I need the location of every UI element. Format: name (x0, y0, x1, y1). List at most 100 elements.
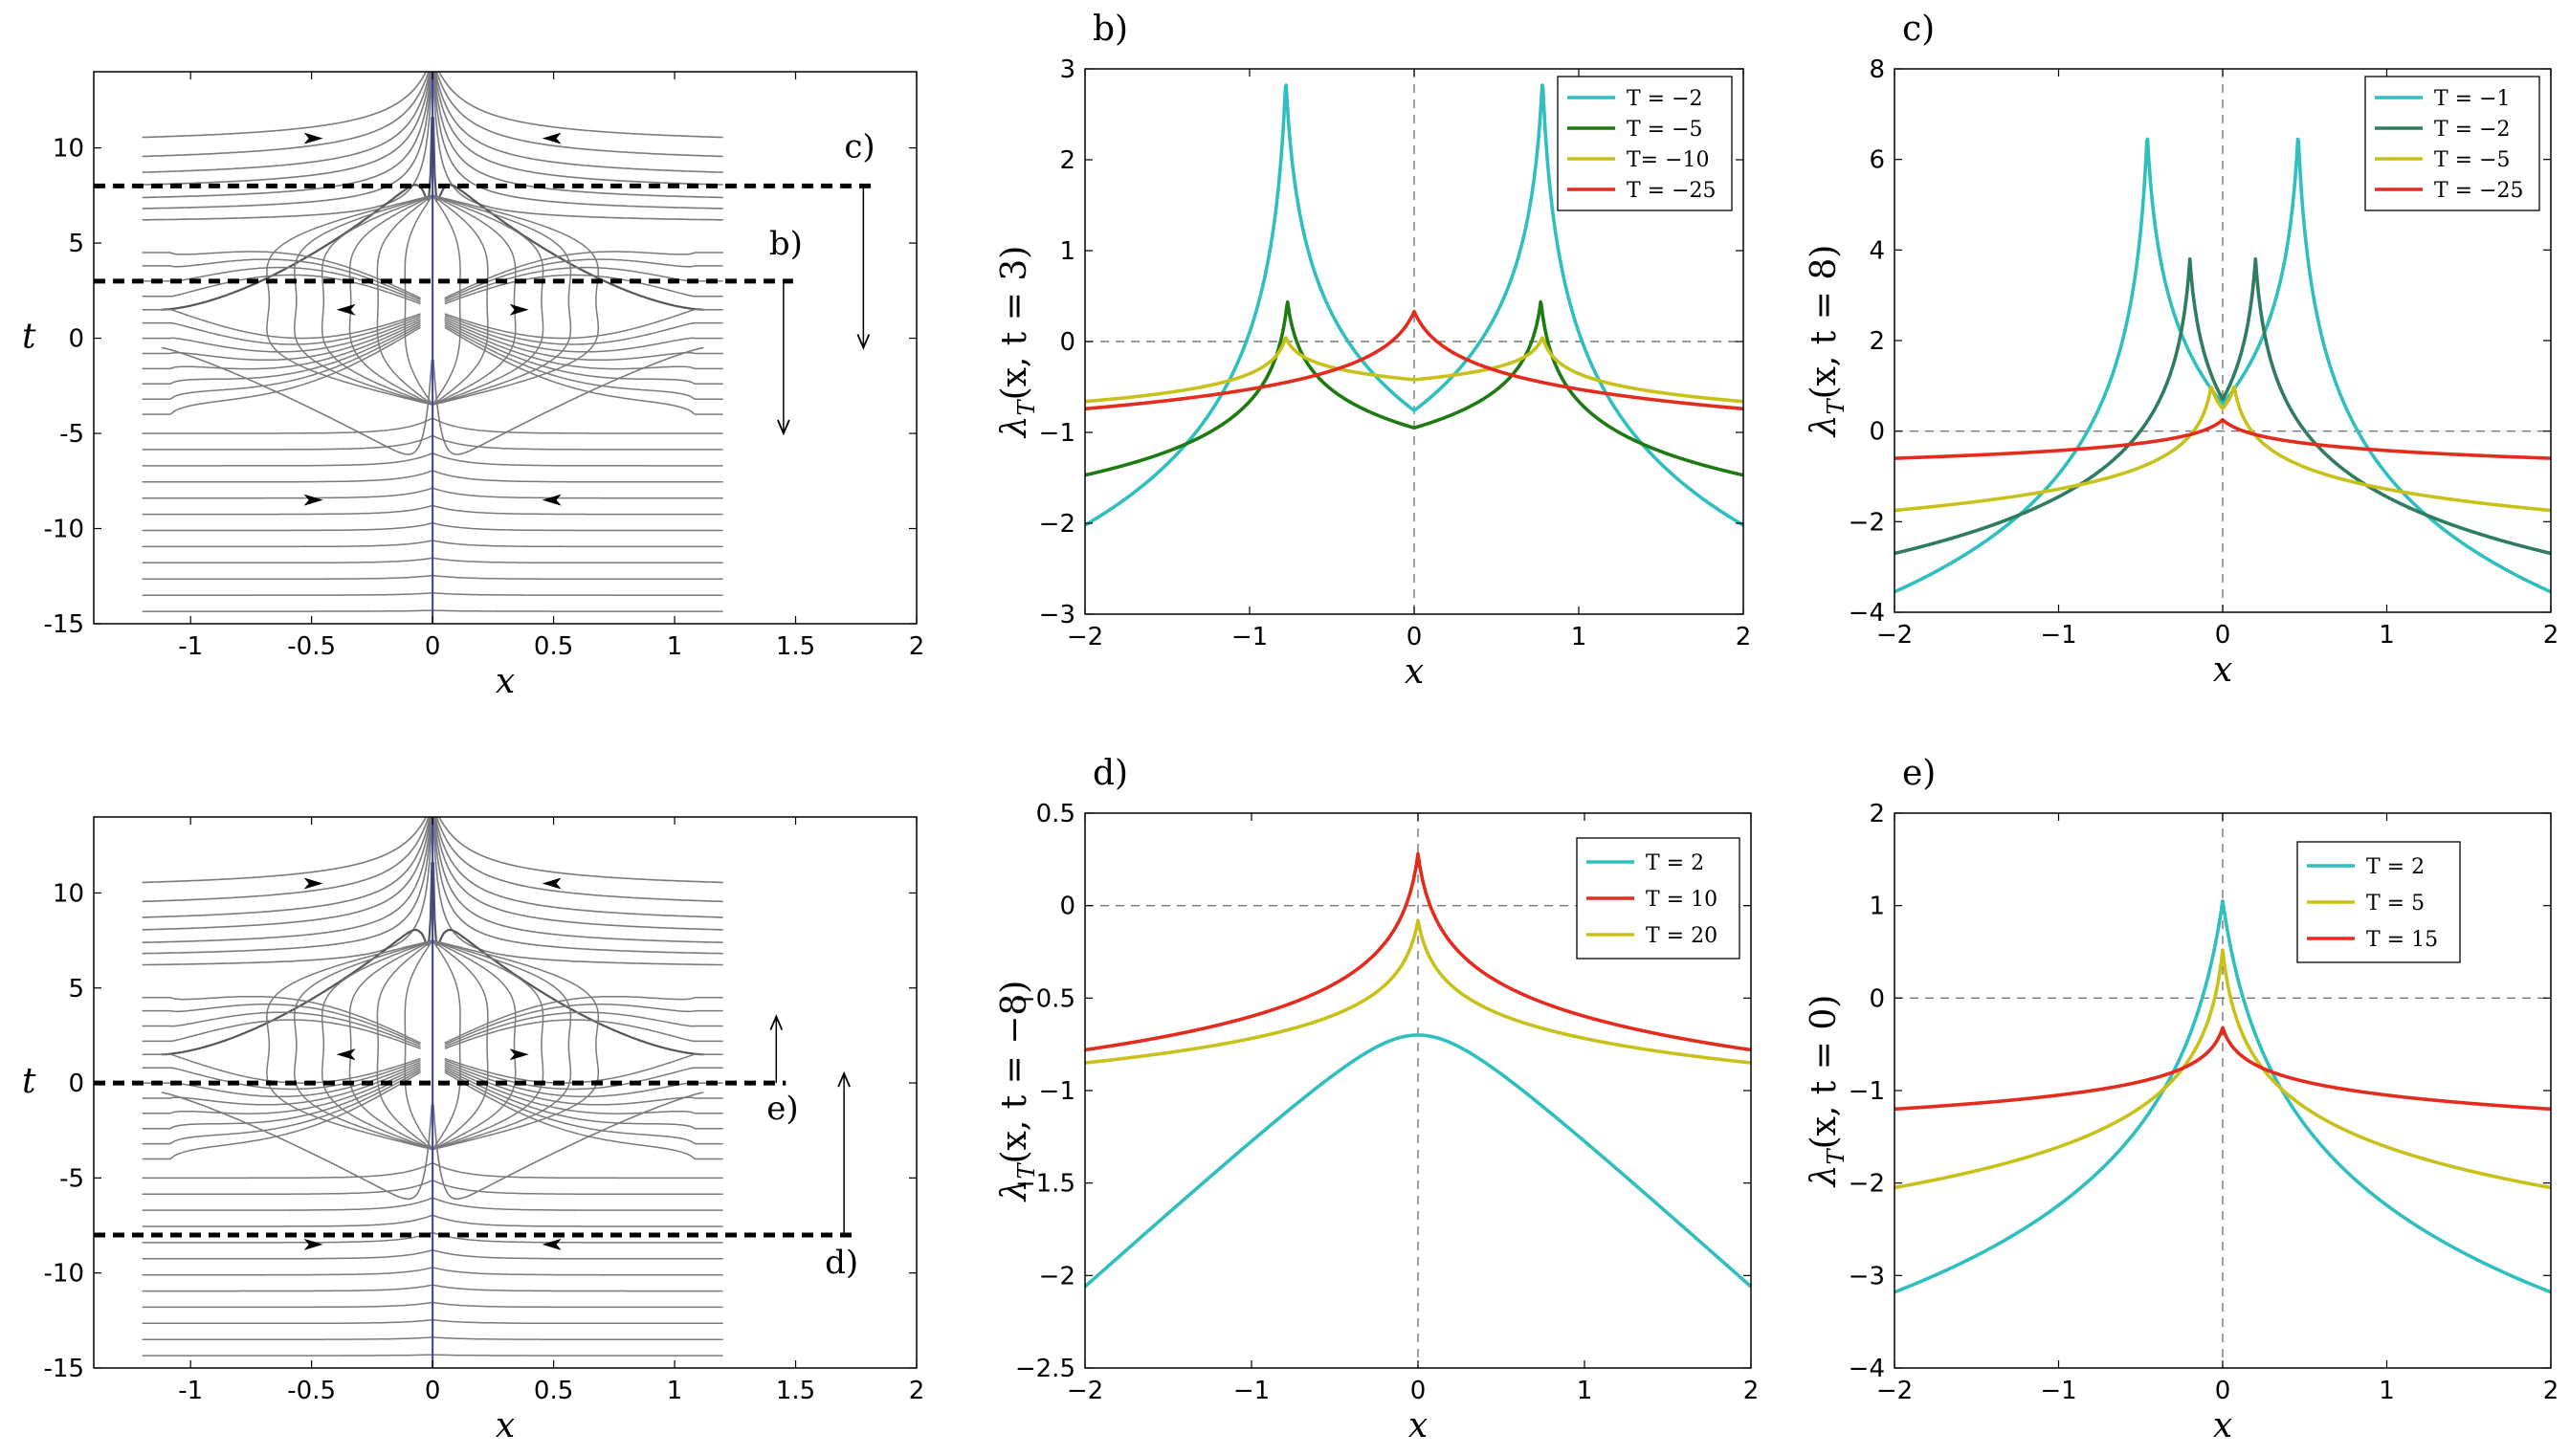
flow-line (142, 72, 432, 173)
flow-top-x-axis-label: x (496, 662, 515, 701)
flow-line (438, 72, 723, 139)
flow-line (142, 72, 432, 186)
flow-line (432, 939, 572, 1151)
x-tick-label: 0 (425, 1377, 441, 1405)
panel-c: c) λT(x, t = 8) T = −1 T = −2 T = −5 T = −25 (1805, 10, 2551, 612)
flow-line (432, 939, 461, 1151)
annotation-label: d) (825, 1244, 858, 1282)
panel-b-y-axis-label: λT(x, t = 3) (995, 246, 1040, 440)
x-tick-label: −1 (2040, 1377, 2076, 1405)
flow-line (432, 1180, 723, 1196)
series-line-1 (1894, 137, 2551, 594)
flow-line (142, 1336, 432, 1340)
x-tick-label: 2 (1743, 1377, 1760, 1405)
flow-line (142, 995, 421, 1044)
flow-line (142, 574, 432, 580)
y-tick-label: −3 (1849, 1262, 1885, 1291)
flow-line (142, 308, 421, 340)
y-tick-label: 2 (1059, 146, 1075, 175)
flow-line (432, 592, 723, 596)
series-line-2 (1085, 299, 1743, 477)
x-tick-label: 2 (1736, 623, 1752, 651)
legend-entry-label: T = 10 (1646, 888, 1717, 912)
y-tick-label: 8 (1869, 55, 1885, 84)
panel-c-y-axis-label: λT(x, t = 8) (1805, 245, 1850, 439)
separatrix (161, 117, 433, 311)
flow-top-axes: -1 -0.5 0 0.5 1 1.5 2 -15 -10 -5 0 5 10 x (44, 71, 925, 701)
y-tick-label: −2 (1039, 1262, 1075, 1291)
panel-b: b) λT(x, t = 3) T = −2 T = −5 T= −10 T = −25 (995, 10, 1743, 614)
legend-entry-label: T = −25 (1627, 179, 1717, 203)
series-line-1 (1085, 1033, 1751, 1289)
flow-bottom-frame (93, 816, 918, 1369)
y-tick-label: 0 (1869, 984, 1885, 1013)
flow-line (432, 1231, 723, 1244)
legend-entry-label: T = −2 (1627, 87, 1703, 111)
annotation-label: b) (769, 225, 803, 263)
panel-d-x-axis-label: x (1408, 1406, 1428, 1445)
series-line-2 (1894, 256, 2551, 556)
flow-line (142, 470, 432, 483)
flow-line (444, 258, 723, 301)
y-tick-label: −2 (1039, 510, 1075, 539)
flow-line (432, 435, 723, 451)
x-tick-label: 1 (1577, 1377, 1593, 1405)
y-tick-label: 5 (68, 975, 84, 1004)
legend-entry-label: T = −25 (2434, 179, 2524, 203)
series-line-3 (1894, 385, 2551, 513)
legend-entry-label: T= −10 (1627, 148, 1710, 172)
flow-line (142, 1019, 421, 1049)
panel-e-y-axis-label: λT(x, t = 0) (1805, 995, 1850, 1189)
flow-arrow-icon (509, 303, 529, 316)
y-tick-label: -10 (44, 516, 84, 544)
flow-arrow-icon (542, 1238, 562, 1250)
flow-line (438, 817, 723, 884)
flow-arrow-icon (336, 303, 356, 316)
flow-bottom-y-axis-label: t (22, 1062, 36, 1101)
x-tick-label: −2 (1067, 623, 1103, 651)
y-tick-label: 10 (53, 879, 84, 908)
flow-arrow-icon (542, 132, 562, 144)
flow-line (142, 522, 432, 532)
flow-line (433, 72, 723, 186)
y-tick-label: 1 (1059, 237, 1075, 266)
flow-line (432, 487, 723, 499)
legend-entry-label: T = −2 (2434, 118, 2511, 142)
flow-line (348, 939, 433, 1151)
panel-e: e) λT(x, t = 0) T = 2 T = 5 T = 15 (1805, 754, 2551, 1368)
x-tick-label: 1 (2379, 1377, 2395, 1405)
flow-line (432, 817, 723, 955)
x-tick-label: 2 (909, 1377, 925, 1405)
panel-e-x-axis-label: x (2213, 1406, 2232, 1445)
flow-line (142, 320, 421, 370)
legend-entry-label: T = 2 (1646, 851, 1704, 875)
flow-line (376, 939, 433, 1151)
legend-entry-label: T = 5 (2366, 892, 2425, 916)
flow-line (432, 939, 544, 1151)
flow-line (434, 817, 723, 918)
flow-line (142, 1059, 421, 1091)
y-tick-label: -5 (59, 1164, 84, 1193)
flow-top: t c) b) (22, 72, 875, 624)
x-tick-label: 2 (909, 632, 925, 661)
flow-line (142, 1065, 421, 1114)
panel-b-label: b) (1093, 10, 1128, 49)
panel-d-label: d) (1093, 754, 1128, 793)
flow-line (376, 194, 433, 406)
separatrix (432, 862, 704, 1056)
legend-entry-label: T = −5 (1627, 118, 1703, 142)
flow-line (432, 817, 723, 943)
flow-line (142, 540, 432, 548)
flow-line (142, 1053, 421, 1084)
flow-line (404, 939, 433, 1151)
flow-line (142, 592, 432, 596)
y-tick-label: 10 (53, 135, 84, 164)
series-line-3 (1085, 918, 1751, 1065)
flow-line (142, 319, 421, 362)
flow-line (432, 1301, 723, 1309)
series-line-2 (1085, 851, 1751, 1052)
y-tick-label: −4 (1849, 599, 1885, 628)
series-line-1 (1894, 898, 2551, 1294)
flow-line (444, 251, 723, 299)
